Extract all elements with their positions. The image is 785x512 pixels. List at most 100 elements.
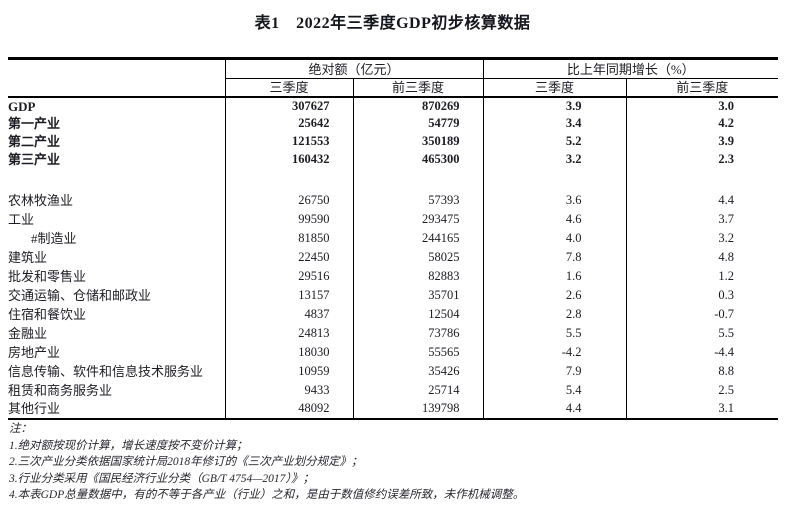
- table-row: 租赁和商务服务业 9433 25714 5.4 2.5: [8, 380, 779, 400]
- cell-value: 5.5: [482, 323, 627, 343]
- note-line: 1.绝对额按现价计算，增长速度按不变价计算；: [9, 439, 248, 452]
- row-label: 其他行业: [8, 401, 61, 416]
- row-label: 住宿和餐饮业: [8, 306, 87, 322]
- table-row: 交通运输、仓储和邮政业 13157 35701 2.6 0.3: [8, 285, 779, 305]
- cell-value: 3.7: [625, 209, 779, 229]
- cell-value: -0.7: [625, 304, 779, 324]
- cell-value: 160432: [224, 150, 353, 169]
- cell-value: 4.4: [482, 399, 627, 419]
- cell-value: 4.2: [625, 114, 779, 133]
- subheader-quarter-3: 前三季度: [625, 78, 779, 98]
- header-growth-rate: 比上年同期增长（%）: [482, 58, 779, 79]
- subheader-quarter-2: 三季度: [482, 78, 627, 98]
- table-row: 金融业 24813 73786 5.5 5.5: [8, 323, 779, 343]
- table-row: 信息传输、软件和信息技术服务业 10959 35426 7.9 8.8: [8, 361, 779, 381]
- cell-value: 9433: [224, 380, 353, 400]
- table-notes: 注： 1.绝对额按现价计算，增长速度按不变价计算； 2.三次产业分类依据国家统计局2…: [9, 421, 779, 504]
- cell-value: 57393: [352, 190, 484, 210]
- row-label: 工业: [8, 211, 35, 227]
- row-label: 房地产业: [8, 344, 61, 360]
- cell-value: 4.0: [482, 228, 627, 248]
- table-row: 第二产业 121553 350189 5.2 3.9: [8, 132, 779, 151]
- cell-value: 10959: [224, 361, 353, 381]
- cell-value: [352, 168, 484, 191]
- cell-value: -4.4: [625, 342, 779, 362]
- cell-value: 139798: [352, 399, 484, 419]
- cell-value: 99590: [224, 209, 353, 229]
- cell-value: 29516: [224, 266, 353, 286]
- cell-value: 4.6: [482, 209, 627, 229]
- table-row: 建筑业 22450 58025 7.8 4.8: [8, 247, 779, 267]
- row-label: 金融业: [8, 325, 48, 341]
- header-group-row: 绝对额（亿元） 比上年同期增长（%）: [8, 58, 779, 98]
- cell-value: 7.9: [482, 361, 627, 381]
- cell-value: 244165: [352, 228, 484, 248]
- table-row: 第三产业 160432 465300 3.2 2.3: [8, 150, 779, 169]
- cell-value: 3.4: [482, 114, 627, 133]
- cell-value: 3.6: [482, 190, 627, 210]
- cell-value: 2.3: [625, 150, 779, 169]
- cell-value: -4.2: [482, 342, 627, 362]
- cell-value: 82883: [352, 266, 484, 286]
- cell-value: 121553: [224, 132, 353, 151]
- note-line: 4.本表GDP总量数据中，有的不等于各产业（行业）之和，是由于数值修约误差所致，…: [9, 489, 525, 501]
- table-row: 第一产业 25642 54779 3.4 4.2: [8, 114, 779, 133]
- subheader-quarter-0: 三季度: [224, 78, 353, 98]
- cell-value: 350189: [352, 132, 484, 151]
- cell-value: 35701: [352, 285, 484, 305]
- cell-value: 54779: [352, 114, 484, 133]
- row-label: 批发和零售业: [8, 268, 87, 284]
- note-line: 2.三次产业分类依据国家统计局2018年修订的《三次产业划分规定》；: [9, 456, 363, 468]
- table-row: GDP 307627 870269 3.9 3.0: [8, 96, 779, 115]
- subheader-quarter-1: 前三季度: [352, 78, 484, 98]
- cell-value: 8.8: [625, 361, 779, 381]
- cell-value: 3.1: [625, 399, 779, 419]
- cell-value: [482, 168, 627, 191]
- cell-value: 13157: [224, 285, 353, 305]
- cell-value: 73786: [352, 323, 484, 343]
- cell-value: 25642: [224, 114, 353, 133]
- note-line: 注：: [9, 423, 32, 435]
- table-row: 房地产业 18030 55565 -4.2 -4.4: [8, 342, 779, 362]
- table-row: 住宿和餐饮业 4837 12504 2.8 -0.7: [8, 304, 779, 324]
- table-row: 批发和零售业 29516 82883 1.6 1.2: [8, 266, 779, 286]
- cell-value: 870269: [352, 96, 484, 115]
- note-line: 3.行业分类采用《国民经济行业分类（GB/T 4754—2017）》；: [9, 472, 315, 485]
- cell-value: 3.0: [625, 96, 779, 115]
- cell-value: 465300: [352, 150, 484, 169]
- cell-value: 1.2: [625, 266, 779, 286]
- cell-value: 2.5: [625, 380, 779, 400]
- row-label: 第二产业: [8, 134, 61, 149]
- cell-value: 18030: [224, 342, 353, 362]
- cell-value: 81850: [224, 228, 353, 248]
- header-sub-row: 三季度 前三季度 三季度 前三季度: [8, 78, 779, 98]
- cell-value: 24813: [224, 323, 353, 343]
- row-label: 建筑业: [8, 249, 48, 265]
- cell-value: 4837: [224, 304, 353, 324]
- cell-value: 5.2: [482, 132, 627, 151]
- gdp-table: 绝对额（亿元） 比上年同期增长（%） 三季度 前三季度 三季度 前三季度 GDP 307…: [8, 57, 779, 420]
- cell-value: 3.2: [625, 228, 779, 248]
- table-row: 农林牧渔业 26750 57393 3.6 4.4: [8, 190, 779, 210]
- cell-value: 26750: [224, 190, 353, 210]
- cell-value: [625, 168, 779, 191]
- cell-value: 3.9: [482, 96, 627, 115]
- cell-value: 1.6: [482, 266, 627, 286]
- cell-value: 58025: [352, 247, 484, 267]
- cell-value: [224, 168, 353, 191]
- row-label: 租赁和商务服务业: [8, 382, 113, 398]
- header-absolute-amount: 绝对额（亿元）: [224, 58, 484, 79]
- cell-value: 5.4: [482, 380, 627, 400]
- table-row: 其他行业 48092 139798 4.4 3.1: [8, 399, 779, 419]
- spacer-row: [8, 168, 779, 191]
- cell-value: 4.4: [625, 190, 779, 210]
- cell-value: 293475: [352, 209, 484, 229]
- table-row: #制造业 81850 244165 4.0 3.2: [8, 228, 779, 248]
- cell-value: 48092: [224, 399, 353, 419]
- cell-value: 3.9: [625, 132, 779, 151]
- row-label: #制造业: [31, 230, 77, 246]
- cell-value: 0.3: [625, 285, 779, 305]
- cell-value: 307627: [224, 96, 353, 115]
- cell-value: 25714: [352, 380, 484, 400]
